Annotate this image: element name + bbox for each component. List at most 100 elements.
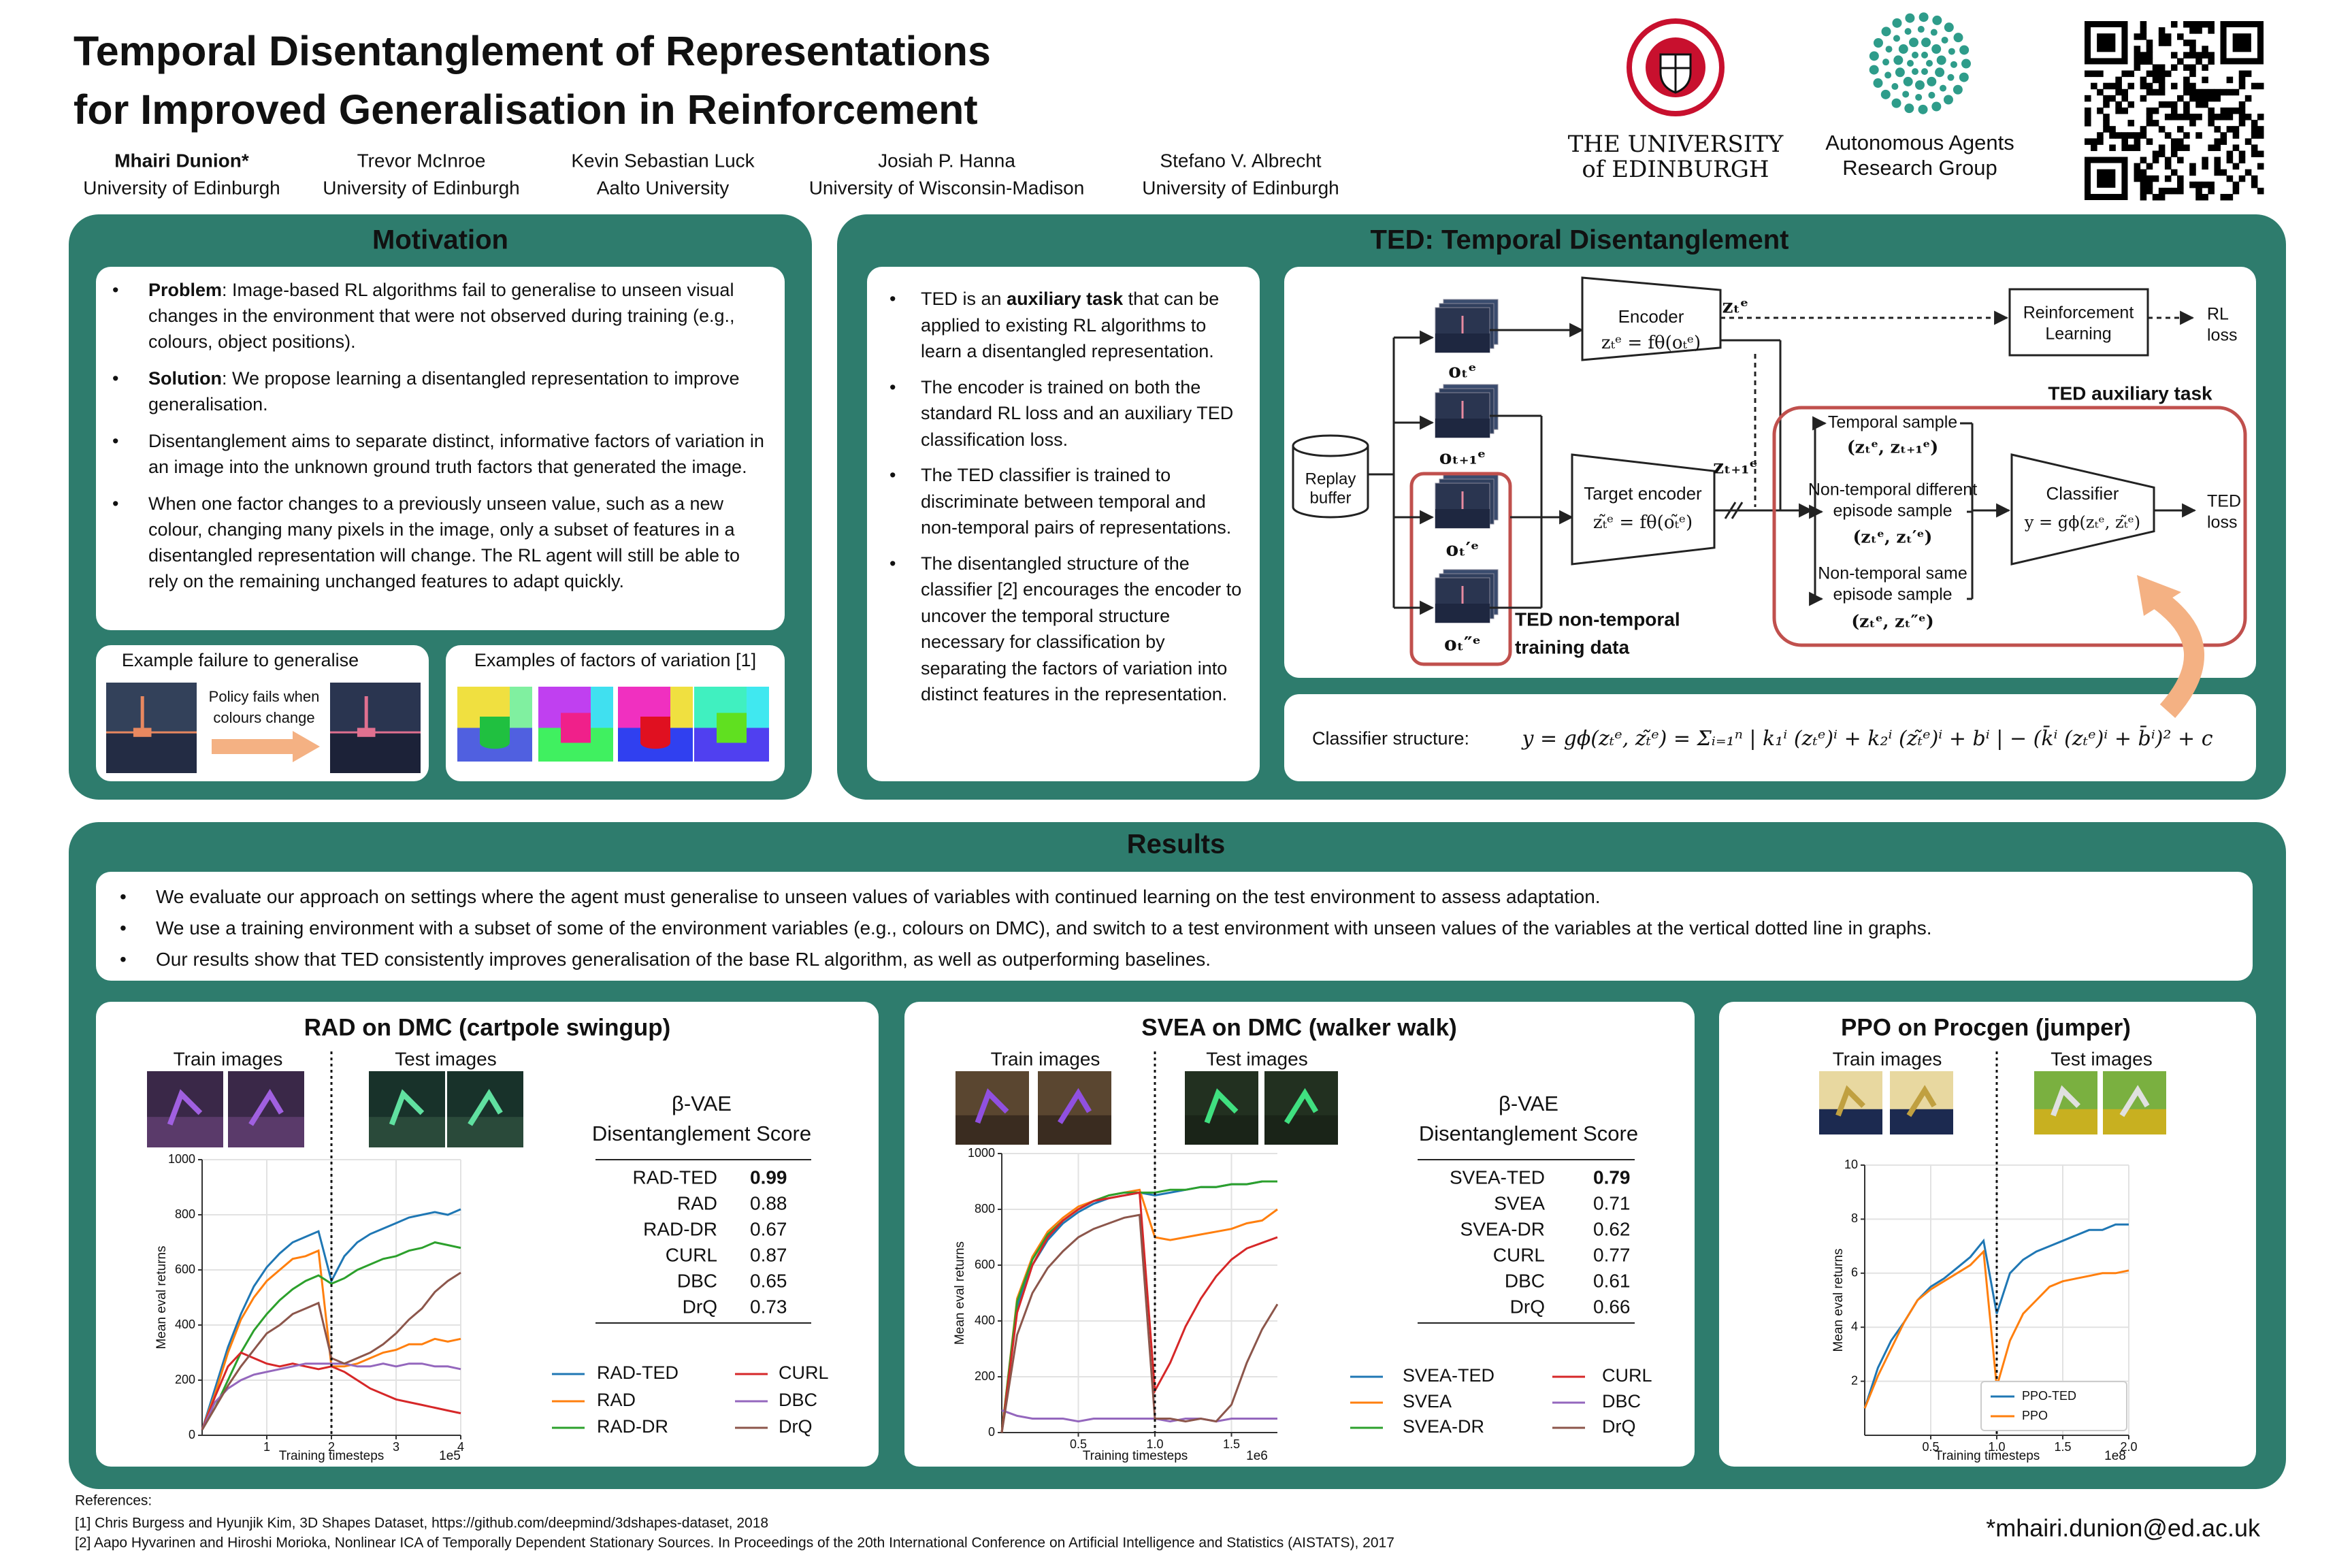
qr-module — [2251, 144, 2258, 151]
logo — [1912, 68, 1918, 76]
qr-module — [2238, 114, 2246, 120]
qr-module — [2220, 107, 2227, 114]
qr-module — [2195, 193, 2202, 201]
qr-module — [2158, 144, 2166, 151]
image-label: Train images — [991, 1048, 1100, 1069]
qr-module — [2146, 163, 2153, 170]
qr-module — [2115, 88, 2122, 96]
qr-module — [2152, 76, 2159, 84]
label: TED non-temporal — [1515, 608, 1680, 630]
label: (zₜᵉ, zₜ″ᵉ) — [1851, 612, 1933, 632]
qr-module — [2177, 175, 2184, 182]
qr-module — [2214, 88, 2221, 96]
qr-module — [2164, 114, 2172, 120]
logo — [1918, 104, 1928, 114]
qr-module — [2189, 52, 2196, 59]
legend-label: DBC — [779, 1390, 817, 1410]
qr-module — [2085, 138, 2091, 145]
series-line — [1000, 1188, 1278, 1433]
qr-module — [2158, 126, 2166, 133]
qr-module — [2189, 46, 2196, 52]
qr-module — [2189, 27, 2196, 34]
qr-module — [2195, 132, 2202, 139]
panel-title: Motivation — [372, 225, 508, 255]
arrow — [212, 731, 320, 762]
author-name: Kevin Sebastian Luck — [571, 150, 755, 171]
bullet: The disentangled structure of the classi… — [889, 551, 1244, 708]
bullet: When one factor changes to a previously … — [112, 491, 768, 594]
qr-module — [2170, 169, 2178, 176]
qr-module — [2177, 58, 2184, 65]
qr-module — [2140, 181, 2147, 189]
logo-text: Research Group — [1842, 156, 1997, 180]
y-tick-label: 6 — [1851, 1266, 1858, 1279]
qr-module — [2127, 132, 2135, 139]
qr-module — [2214, 95, 2221, 102]
qr-module — [2146, 107, 2153, 114]
logo — [1873, 38, 1883, 48]
qr-module — [2232, 88, 2240, 96]
qr-module — [2251, 175, 2258, 182]
qr-module — [2158, 101, 2166, 108]
x-axis-label: Training timesteps — [1083, 1449, 1188, 1463]
frame — [1435, 419, 1490, 438]
qr-module — [2238, 101, 2246, 108]
qr-module — [2244, 114, 2252, 120]
qr-module — [2189, 169, 2196, 176]
qr-module — [2208, 58, 2215, 65]
legend-label: SVEA-TED — [1403, 1365, 1494, 1386]
thumbnail — [2103, 1109, 2166, 1134]
qr-module — [2164, 39, 2172, 46]
label: loss — [2207, 513, 2237, 532]
author-name: Mhairi Dunion* — [114, 150, 249, 171]
qr-module — [2140, 21, 2147, 28]
qr-module — [2152, 107, 2159, 114]
qr-module — [2257, 132, 2264, 139]
y-tick-label: 10 — [1844, 1158, 1858, 1171]
qr-module — [2177, 95, 2184, 102]
references-title: References: — [75, 1493, 152, 1509]
bullet-text: : We propose learning a disentangled rep… — [148, 368, 740, 414]
factor-tile — [747, 687, 769, 728]
qr-module — [2202, 21, 2208, 28]
qr-module — [2189, 95, 2196, 102]
qr-module — [2189, 120, 2196, 127]
y-tick-label: 8 — [1851, 1211, 1858, 1225]
qr-module — [2158, 150, 2166, 158]
qr-module — [2109, 132, 2116, 139]
bullet: TED is an auxiliary task that can be app… — [889, 286, 1244, 365]
qr-module — [2208, 187, 2215, 195]
qr-module — [2195, 21, 2202, 28]
qr-module — [2202, 52, 2208, 59]
qr-module — [2134, 46, 2141, 52]
logo — [1931, 101, 1942, 112]
qr-module — [2140, 76, 2147, 84]
label: Encoder — [1618, 306, 1684, 327]
factor-object — [640, 717, 670, 743]
label: zₜᵉ — [1722, 295, 1749, 318]
qr-module — [2226, 107, 2234, 114]
qr-module — [2134, 175, 2141, 182]
thumbnail — [106, 732, 197, 773]
y-tick-label: 0 — [988, 1425, 995, 1439]
qr-module — [2127, 82, 2135, 90]
qr-module — [2189, 82, 2196, 90]
table-cell: RAD-TED — [633, 1166, 717, 1188]
thumbnail — [167, 1089, 203, 1126]
qr-module — [2085, 107, 2091, 114]
label: Replay — [1305, 470, 1356, 488]
logo — [1935, 67, 1945, 78]
bullet-list: TED is an auxiliary task that can be app… — [889, 286, 1244, 717]
qr-module — [2195, 114, 2202, 120]
qr-module — [2189, 114, 2196, 120]
qr-module — [2257, 126, 2264, 133]
qr-module — [2177, 114, 2184, 120]
qr-module — [2152, 150, 2159, 158]
logo — [1921, 68, 1928, 76]
author-affiliation: University of Edinburgh — [83, 177, 280, 198]
qr-module — [2202, 64, 2208, 71]
logo — [1893, 35, 1900, 42]
qr-module — [2226, 150, 2234, 158]
table-cell: SVEA-TED — [1450, 1166, 1545, 1188]
qr-module — [2140, 126, 2147, 133]
